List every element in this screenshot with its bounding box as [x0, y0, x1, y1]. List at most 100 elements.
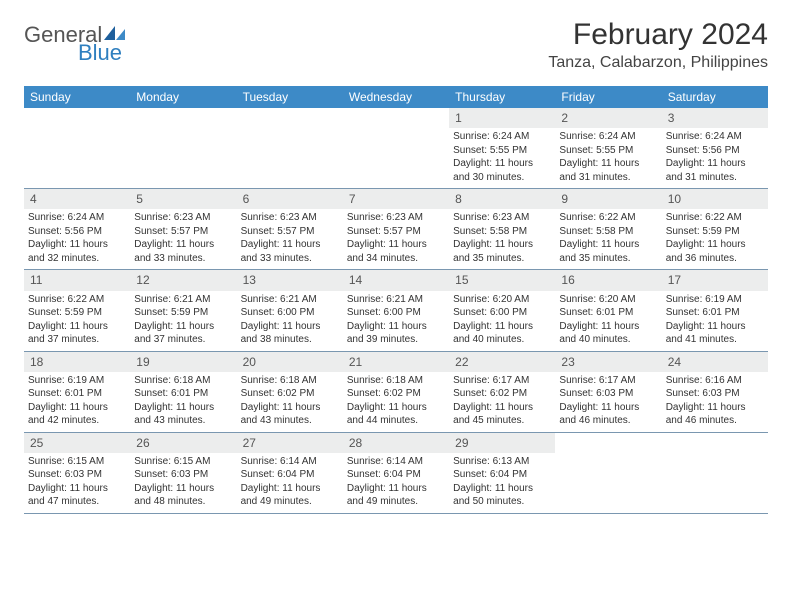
sunset-text: Sunset: 5:55 PM: [453, 144, 551, 158]
daylight-text-1: Daylight: 11 hours: [28, 238, 126, 252]
week-row: ....1Sunrise: 6:24 AMSunset: 5:55 PMDayl…: [24, 108, 768, 189]
sunset-text: Sunset: 6:04 PM: [241, 468, 339, 482]
weekday-label: Monday: [130, 86, 236, 108]
day-body: Sunrise: 6:23 AMSunset: 5:57 PMDaylight:…: [130, 209, 236, 269]
day-cell: .: [130, 108, 236, 188]
sunset-text: Sunset: 6:04 PM: [347, 468, 445, 482]
daylight-text-1: Daylight: 11 hours: [453, 238, 551, 252]
day-number: 23: [555, 352, 661, 372]
day-cell: 25Sunrise: 6:15 AMSunset: 6:03 PMDayligh…: [24, 433, 130, 513]
sunset-text: Sunset: 6:01 PM: [666, 306, 764, 320]
sunrise-text: Sunrise: 6:24 AM: [559, 130, 657, 144]
sunset-text: Sunset: 6:03 PM: [559, 387, 657, 401]
day-cell: 29Sunrise: 6:13 AMSunset: 6:04 PMDayligh…: [449, 433, 555, 513]
day-body: Sunrise: 6:14 AMSunset: 6:04 PMDaylight:…: [343, 453, 449, 513]
day-number: 26: [130, 433, 236, 453]
daylight-text-1: Daylight: 11 hours: [241, 401, 339, 415]
day-cell: 11Sunrise: 6:22 AMSunset: 5:59 PMDayligh…: [24, 270, 130, 350]
title-block: February 2024 Tanza, Calabarzon, Philipp…: [548, 18, 768, 72]
daylight-text-2: and 35 minutes.: [453, 252, 551, 266]
sunset-text: Sunset: 6:00 PM: [347, 306, 445, 320]
sunset-text: Sunset: 5:57 PM: [134, 225, 232, 239]
day-number: 1: [449, 108, 555, 128]
sunset-text: Sunset: 5:58 PM: [559, 225, 657, 239]
sunrise-text: Sunrise: 6:23 AM: [134, 211, 232, 225]
day-cell: 18Sunrise: 6:19 AMSunset: 6:01 PMDayligh…: [24, 352, 130, 432]
weekday-label: Sunday: [24, 86, 130, 108]
daylight-text-1: Daylight: 11 hours: [666, 401, 764, 415]
day-body: Sunrise: 6:15 AMSunset: 6:03 PMDaylight:…: [24, 453, 130, 513]
day-cell: 2Sunrise: 6:24 AMSunset: 5:55 PMDaylight…: [555, 108, 661, 188]
daylight-text-1: Daylight: 11 hours: [347, 320, 445, 334]
day-cell: 16Sunrise: 6:20 AMSunset: 6:01 PMDayligh…: [555, 270, 661, 350]
day-cell: .: [555, 433, 661, 513]
day-number: 11: [24, 270, 130, 290]
header-row: GeneralBlue February 2024 Tanza, Calabar…: [24, 18, 768, 72]
sunset-text: Sunset: 5:55 PM: [559, 144, 657, 158]
daylight-text-2: and 36 minutes.: [666, 252, 764, 266]
day-body: Sunrise: 6:21 AMSunset: 5:59 PMDaylight:…: [130, 291, 236, 351]
sunrise-text: Sunrise: 6:22 AM: [28, 293, 126, 307]
day-number: 10: [662, 189, 768, 209]
day-cell: 8Sunrise: 6:23 AMSunset: 5:58 PMDaylight…: [449, 189, 555, 269]
sunrise-text: Sunrise: 6:17 AM: [559, 374, 657, 388]
day-number: 17: [662, 270, 768, 290]
week-row: 25Sunrise: 6:15 AMSunset: 6:03 PMDayligh…: [24, 433, 768, 514]
sunset-text: Sunset: 6:02 PM: [347, 387, 445, 401]
sunrise-text: Sunrise: 6:21 AM: [134, 293, 232, 307]
sunrise-text: Sunrise: 6:18 AM: [347, 374, 445, 388]
day-body: Sunrise: 6:22 AMSunset: 5:59 PMDaylight:…: [24, 291, 130, 351]
day-body: Sunrise: 6:23 AMSunset: 5:58 PMDaylight:…: [449, 209, 555, 269]
day-cell: 7Sunrise: 6:23 AMSunset: 5:57 PMDaylight…: [343, 189, 449, 269]
daylight-text-2: and 50 minutes.: [453, 495, 551, 509]
day-number: 19: [130, 352, 236, 372]
sunrise-text: Sunrise: 6:23 AM: [453, 211, 551, 225]
day-cell: 17Sunrise: 6:19 AMSunset: 6:01 PMDayligh…: [662, 270, 768, 350]
day-number: 4: [24, 189, 130, 209]
logo: GeneralBlue: [24, 24, 126, 64]
daylight-text-1: Daylight: 11 hours: [134, 401, 232, 415]
day-number: 14: [343, 270, 449, 290]
daylight-text-2: and 42 minutes.: [28, 414, 126, 428]
daylight-text-2: and 43 minutes.: [241, 414, 339, 428]
daylight-text-2: and 35 minutes.: [559, 252, 657, 266]
sunrise-text: Sunrise: 6:19 AM: [28, 374, 126, 388]
day-body: Sunrise: 6:23 AMSunset: 5:57 PMDaylight:…: [343, 209, 449, 269]
day-number: 27: [237, 433, 343, 453]
day-body: Sunrise: 6:17 AMSunset: 6:03 PMDaylight:…: [555, 372, 661, 432]
day-number: 2: [555, 108, 661, 128]
daylight-text-1: Daylight: 11 hours: [241, 238, 339, 252]
sunset-text: Sunset: 5:56 PM: [666, 144, 764, 158]
sunrise-text: Sunrise: 6:24 AM: [666, 130, 764, 144]
sunset-text: Sunset: 5:57 PM: [347, 225, 445, 239]
day-body: Sunrise: 6:18 AMSunset: 6:01 PMDaylight:…: [130, 372, 236, 432]
daylight-text-2: and 37 minutes.: [28, 333, 126, 347]
day-cell: 24Sunrise: 6:16 AMSunset: 6:03 PMDayligh…: [662, 352, 768, 432]
sunset-text: Sunset: 6:04 PM: [453, 468, 551, 482]
sunrise-text: Sunrise: 6:21 AM: [347, 293, 445, 307]
sunset-text: Sunset: 6:00 PM: [241, 306, 339, 320]
sunrise-text: Sunrise: 6:18 AM: [241, 374, 339, 388]
sunset-text: Sunset: 6:03 PM: [28, 468, 126, 482]
day-number: 3: [662, 108, 768, 128]
sunrise-text: Sunrise: 6:22 AM: [559, 211, 657, 225]
daylight-text-2: and 47 minutes.: [28, 495, 126, 509]
sunset-text: Sunset: 5:56 PM: [28, 225, 126, 239]
sunrise-text: Sunrise: 6:15 AM: [28, 455, 126, 469]
weeks-container: ....1Sunrise: 6:24 AMSunset: 5:55 PMDayl…: [24, 108, 768, 514]
sunrise-text: Sunrise: 6:20 AM: [559, 293, 657, 307]
day-cell: 26Sunrise: 6:15 AMSunset: 6:03 PMDayligh…: [130, 433, 236, 513]
sunset-text: Sunset: 5:59 PM: [28, 306, 126, 320]
day-cell: 10Sunrise: 6:22 AMSunset: 5:59 PMDayligh…: [662, 189, 768, 269]
day-body: Sunrise: 6:19 AMSunset: 6:01 PMDaylight:…: [24, 372, 130, 432]
daylight-text-2: and 38 minutes.: [241, 333, 339, 347]
sunrise-text: Sunrise: 6:18 AM: [134, 374, 232, 388]
day-body: Sunrise: 6:18 AMSunset: 6:02 PMDaylight:…: [343, 372, 449, 432]
day-cell: .: [662, 433, 768, 513]
day-number: 12: [130, 270, 236, 290]
day-body: Sunrise: 6:14 AMSunset: 6:04 PMDaylight:…: [237, 453, 343, 513]
day-number: 28: [343, 433, 449, 453]
day-cell: .: [24, 108, 130, 188]
weekday-label: Tuesday: [237, 86, 343, 108]
daylight-text-2: and 49 minutes.: [241, 495, 339, 509]
